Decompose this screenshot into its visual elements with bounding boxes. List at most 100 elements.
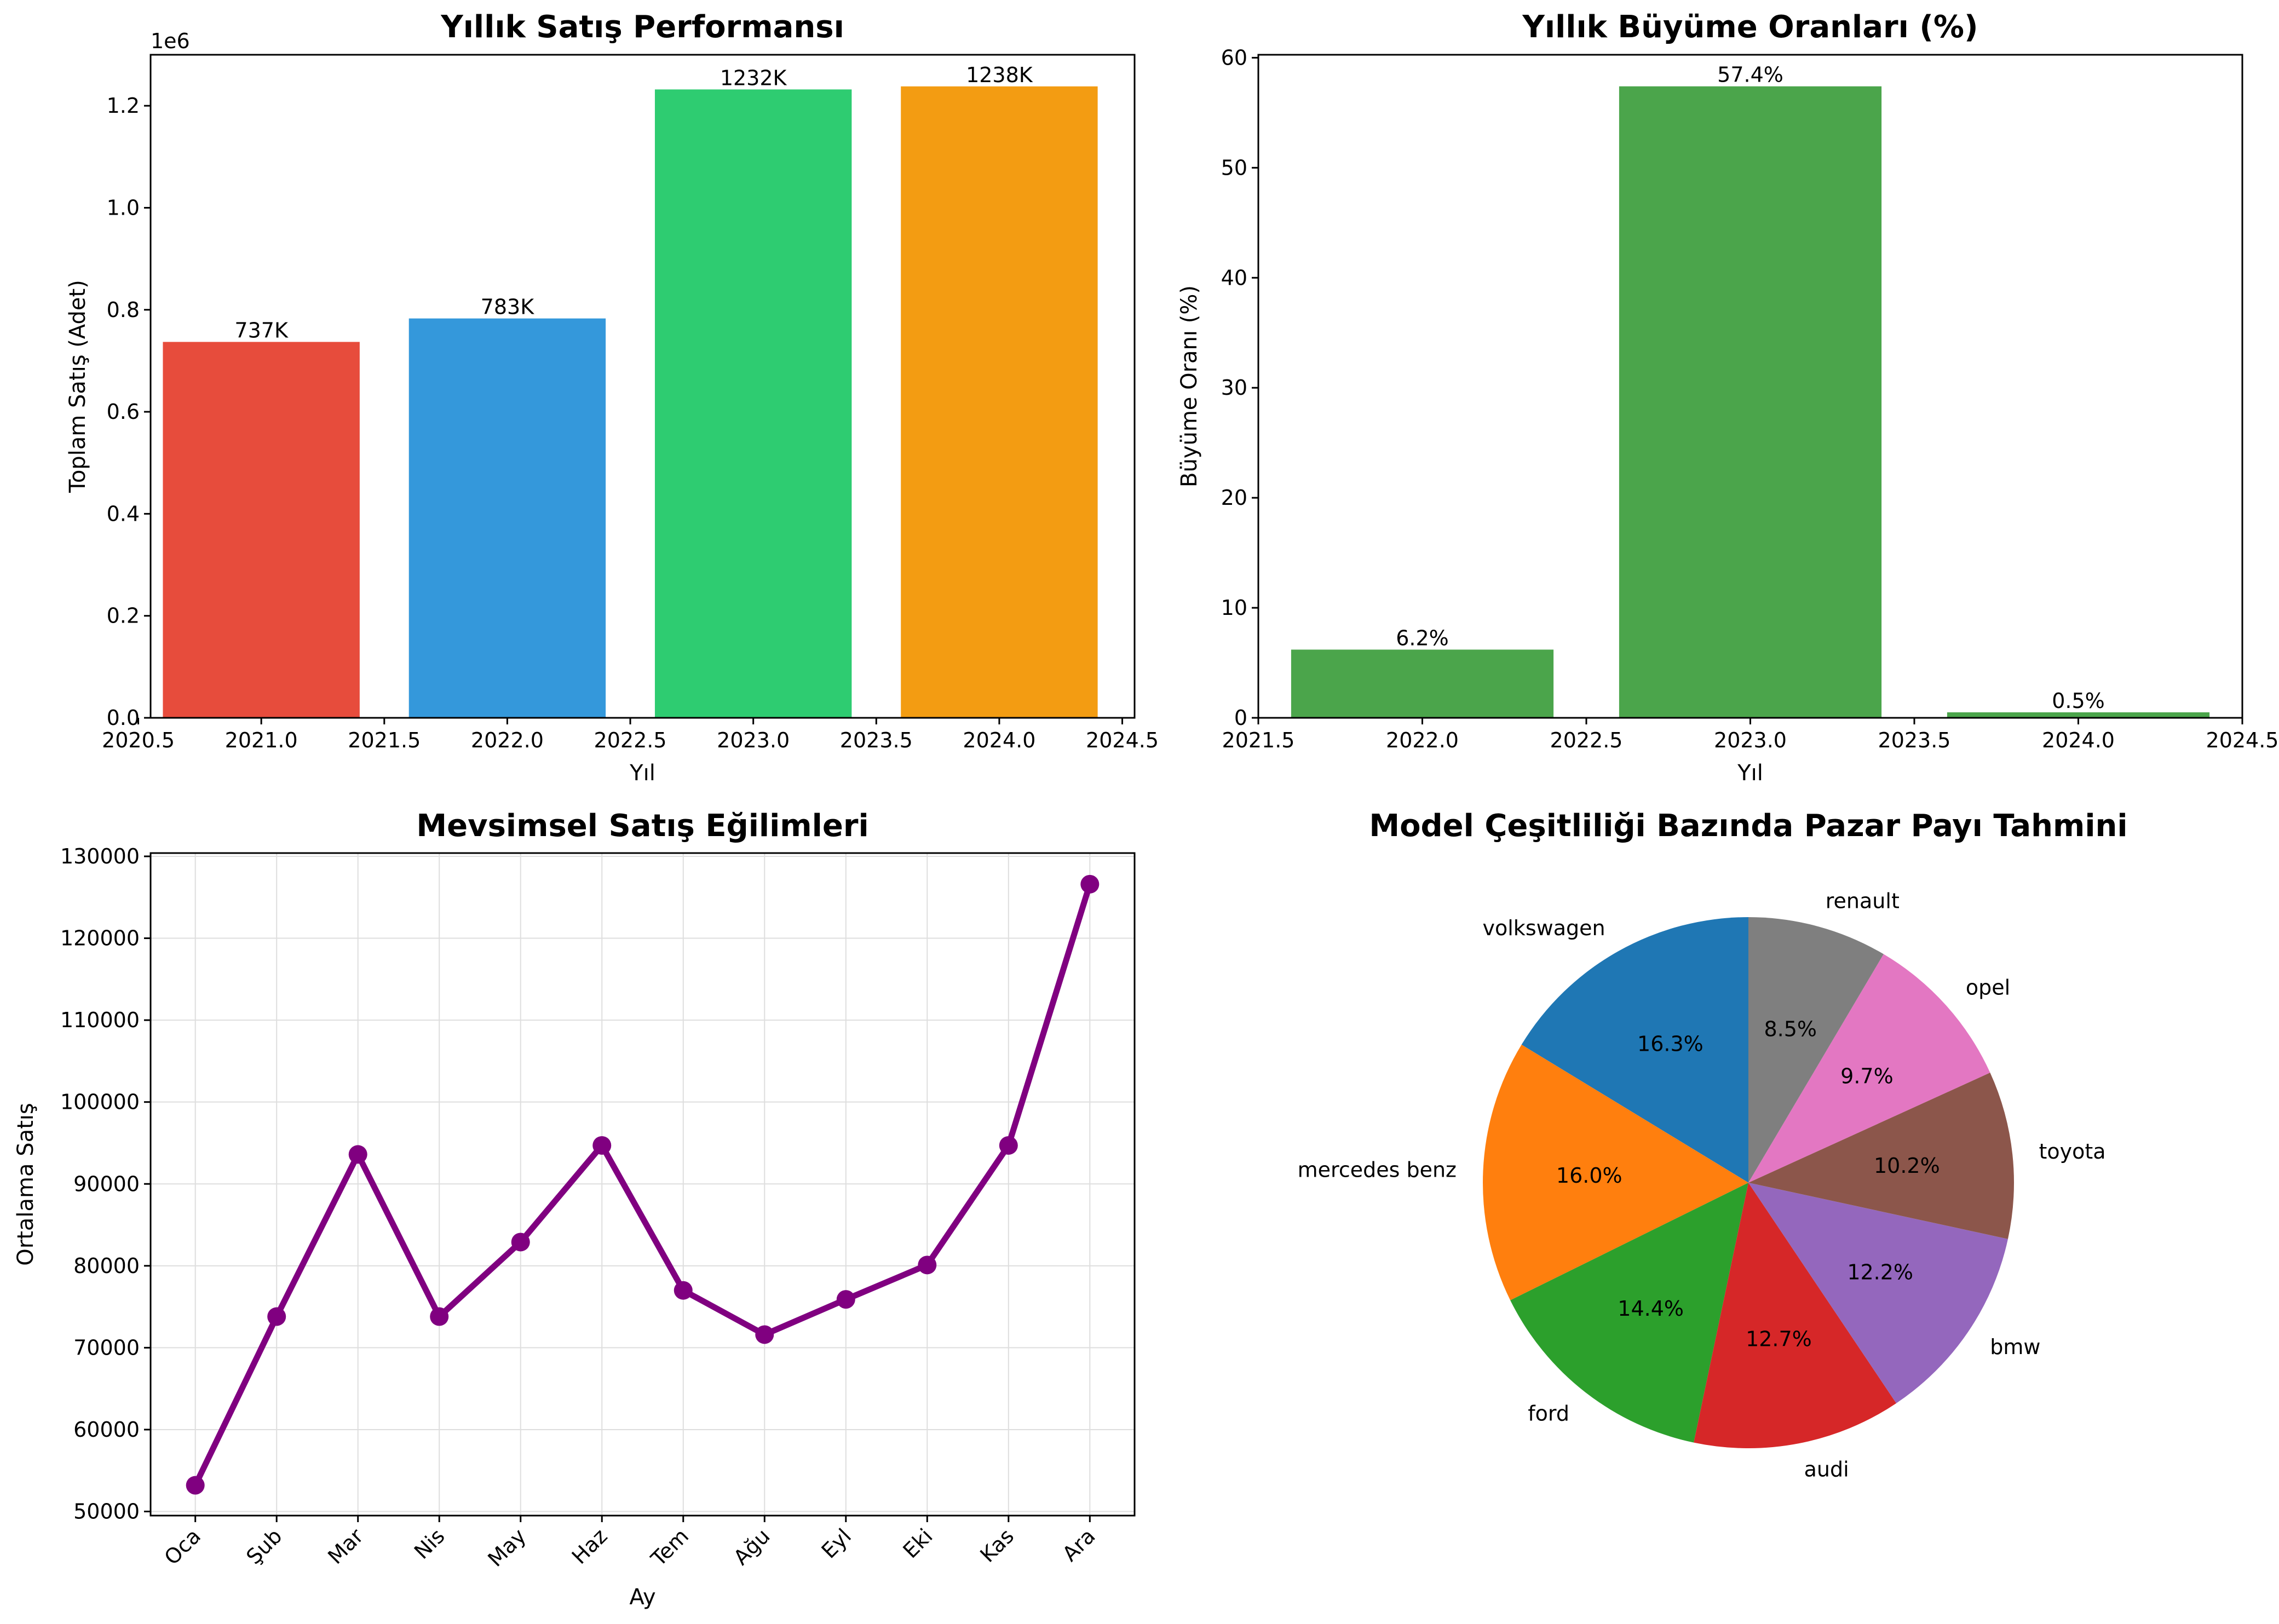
bar-data-label: 0.5% bbox=[2052, 689, 2105, 713]
slice-label: toyota bbox=[2039, 1139, 2105, 1164]
bar-data-label: 6.2% bbox=[1396, 626, 1449, 650]
bar bbox=[1619, 86, 1882, 718]
data-point bbox=[348, 1145, 367, 1164]
x-tick-label: 2023.5 bbox=[1878, 728, 1951, 752]
y-axis-label: Büyüme Oranı (%) bbox=[1177, 285, 1202, 487]
y-tick-label: 100000 bbox=[60, 1090, 140, 1114]
x-tick-label: 2023.0 bbox=[717, 728, 790, 752]
y-offset-label: 1e6 bbox=[151, 29, 190, 53]
data-point bbox=[999, 1136, 1018, 1155]
y-tick-label: 30 bbox=[1221, 376, 1247, 400]
y-tick-label: 0.0 bbox=[107, 706, 140, 730]
y-tick-label: 70000 bbox=[73, 1335, 140, 1360]
y-tick-label: 20 bbox=[1221, 486, 1247, 510]
y-tick-label: 0.8 bbox=[107, 298, 140, 322]
bar-data-label: 783K bbox=[481, 295, 535, 319]
y-tick-label: 0.6 bbox=[107, 400, 140, 424]
bar-data-label: 57.4% bbox=[1717, 63, 1783, 87]
y-tick-label: 50 bbox=[1221, 156, 1247, 180]
x-tick-label: 2023.5 bbox=[840, 728, 913, 752]
x-tick-label: Mar bbox=[323, 1524, 368, 1569]
bar bbox=[408, 318, 606, 718]
x-tick-label: 2022.0 bbox=[471, 728, 544, 752]
x-tick-label: Şub bbox=[241, 1524, 286, 1569]
chart-title: Model Çeşitliliği Bazında Pazar Payı Tah… bbox=[1369, 808, 2127, 844]
y-tick-label: 110000 bbox=[60, 1008, 140, 1032]
slice-label: ford bbox=[1528, 1402, 1569, 1426]
slice-percent-label: 12.2% bbox=[1847, 1260, 1913, 1285]
annual-sales-chart: 737K 783K 1232K 1238K 2020.5 2021.0 2021.5 2022… bbox=[65, 9, 1159, 786]
slice-label: audi bbox=[1804, 1458, 1849, 1482]
slice-label: renault bbox=[1826, 889, 1900, 913]
y-tick-label: 120000 bbox=[60, 926, 140, 951]
bar bbox=[901, 86, 1098, 718]
x-tick-label: Oca bbox=[160, 1524, 206, 1570]
x-tick-label: Tem bbox=[646, 1524, 693, 1571]
pie-slice bbox=[1748, 1073, 2015, 1239]
series-line bbox=[192, 883, 1093, 1487]
slice-label: volkswagen bbox=[1483, 916, 1605, 940]
y-tick-label: 60000 bbox=[73, 1418, 140, 1442]
axes-frame bbox=[149, 54, 1136, 719]
pie-slice bbox=[1482, 1044, 1748, 1300]
x-tick-label: 2021.5 bbox=[348, 728, 421, 752]
x-tick-label: 2022.0 bbox=[1386, 728, 1459, 752]
pie-slice bbox=[1510, 1183, 1748, 1443]
bar bbox=[163, 342, 360, 718]
slice-percent-label: 16.3% bbox=[1637, 1032, 1704, 1056]
data-point bbox=[1080, 874, 1100, 894]
bar bbox=[1291, 649, 1554, 718]
slice-label: mercedes benz bbox=[1298, 1158, 1457, 1182]
y-tick-label: 10 bbox=[1221, 596, 1247, 620]
y-tick-label: 50000 bbox=[73, 1500, 140, 1524]
y-tick-label: 80000 bbox=[73, 1254, 140, 1278]
data-point bbox=[267, 1307, 286, 1326]
y-tick-label: 0.2 bbox=[107, 604, 140, 628]
y-tick-label: 90000 bbox=[73, 1172, 140, 1196]
x-tick-label: Eyl bbox=[817, 1524, 856, 1563]
pie-slice bbox=[1521, 917, 1748, 1183]
bar-data-label: 737K bbox=[234, 318, 289, 342]
slice-percent-label: 14.4% bbox=[1618, 1297, 1684, 1321]
seasonal-trend-chart: Oca Şub Mar Nis May Haz Tem Ağu Eyl Eki Kas Ara 5000… bbox=[13, 808, 1136, 1610]
x-tick-label: 2023.0 bbox=[1714, 728, 1787, 752]
x-tick-label: Ağu bbox=[729, 1524, 775, 1570]
x-tick-label: Kas bbox=[975, 1524, 1018, 1567]
x-tick-label: 2024.5 bbox=[1086, 728, 1159, 752]
y-tick-label: 1.0 bbox=[107, 195, 140, 220]
x-axis-label: Yıl bbox=[629, 761, 655, 786]
x-tick-label: 2024.0 bbox=[2042, 728, 2115, 752]
slice-percent-label: 10.2% bbox=[1874, 1154, 1940, 1178]
slice-label: opel bbox=[1966, 975, 2010, 999]
x-tick-label: 2024.0 bbox=[963, 728, 1035, 752]
pie-slice bbox=[1748, 954, 1990, 1183]
data-point bbox=[918, 1256, 937, 1275]
x-tick-label: 2022.5 bbox=[594, 728, 667, 752]
y-tick-label: 0 bbox=[1234, 706, 1247, 730]
x-axis-label: Yıl bbox=[1737, 761, 1763, 786]
chart-title: Mevsimsel Satış Eğilimleri bbox=[416, 808, 868, 844]
y-tick-label: 1.2 bbox=[107, 94, 140, 118]
pie-slice bbox=[1748, 1183, 2008, 1403]
pie-slice bbox=[1694, 1183, 1897, 1448]
chart-title: Yıllık Büyüme Oranları (%) bbox=[1522, 9, 1978, 45]
x-tick-label: 2024.5 bbox=[2206, 728, 2279, 752]
slice-percent-label: 9.7% bbox=[1840, 1064, 1894, 1089]
x-tick-label: Ara bbox=[1058, 1524, 1100, 1566]
slice-percent-label: 16.0% bbox=[1556, 1164, 1622, 1188]
slice-label: bmw bbox=[1990, 1335, 2040, 1359]
y-axis-label: Toplam Satış (Adet) bbox=[65, 280, 90, 493]
x-tick-label: 2022.5 bbox=[1550, 728, 1623, 752]
x-tick-label: 2021.0 bbox=[225, 728, 298, 752]
x-tick-label: Eki bbox=[899, 1524, 937, 1563]
y-axis-label: Ortalama Satış bbox=[13, 1103, 38, 1265]
growth-rate-chart: 6.2%57.4%0.5%2021.5 2022.0 2022.5 2023.0 202… bbox=[1177, 9, 2278, 786]
x-axis-label: Ay bbox=[629, 1585, 655, 1610]
x-tick-label: 2021.5 bbox=[1222, 728, 1295, 752]
slice-percent-label: 8.5% bbox=[1764, 1017, 1817, 1041]
data-point bbox=[186, 1476, 205, 1495]
x-tick-label: May bbox=[483, 1524, 531, 1571]
bar bbox=[654, 89, 852, 718]
bar-data-label: 1238K bbox=[966, 63, 1033, 87]
